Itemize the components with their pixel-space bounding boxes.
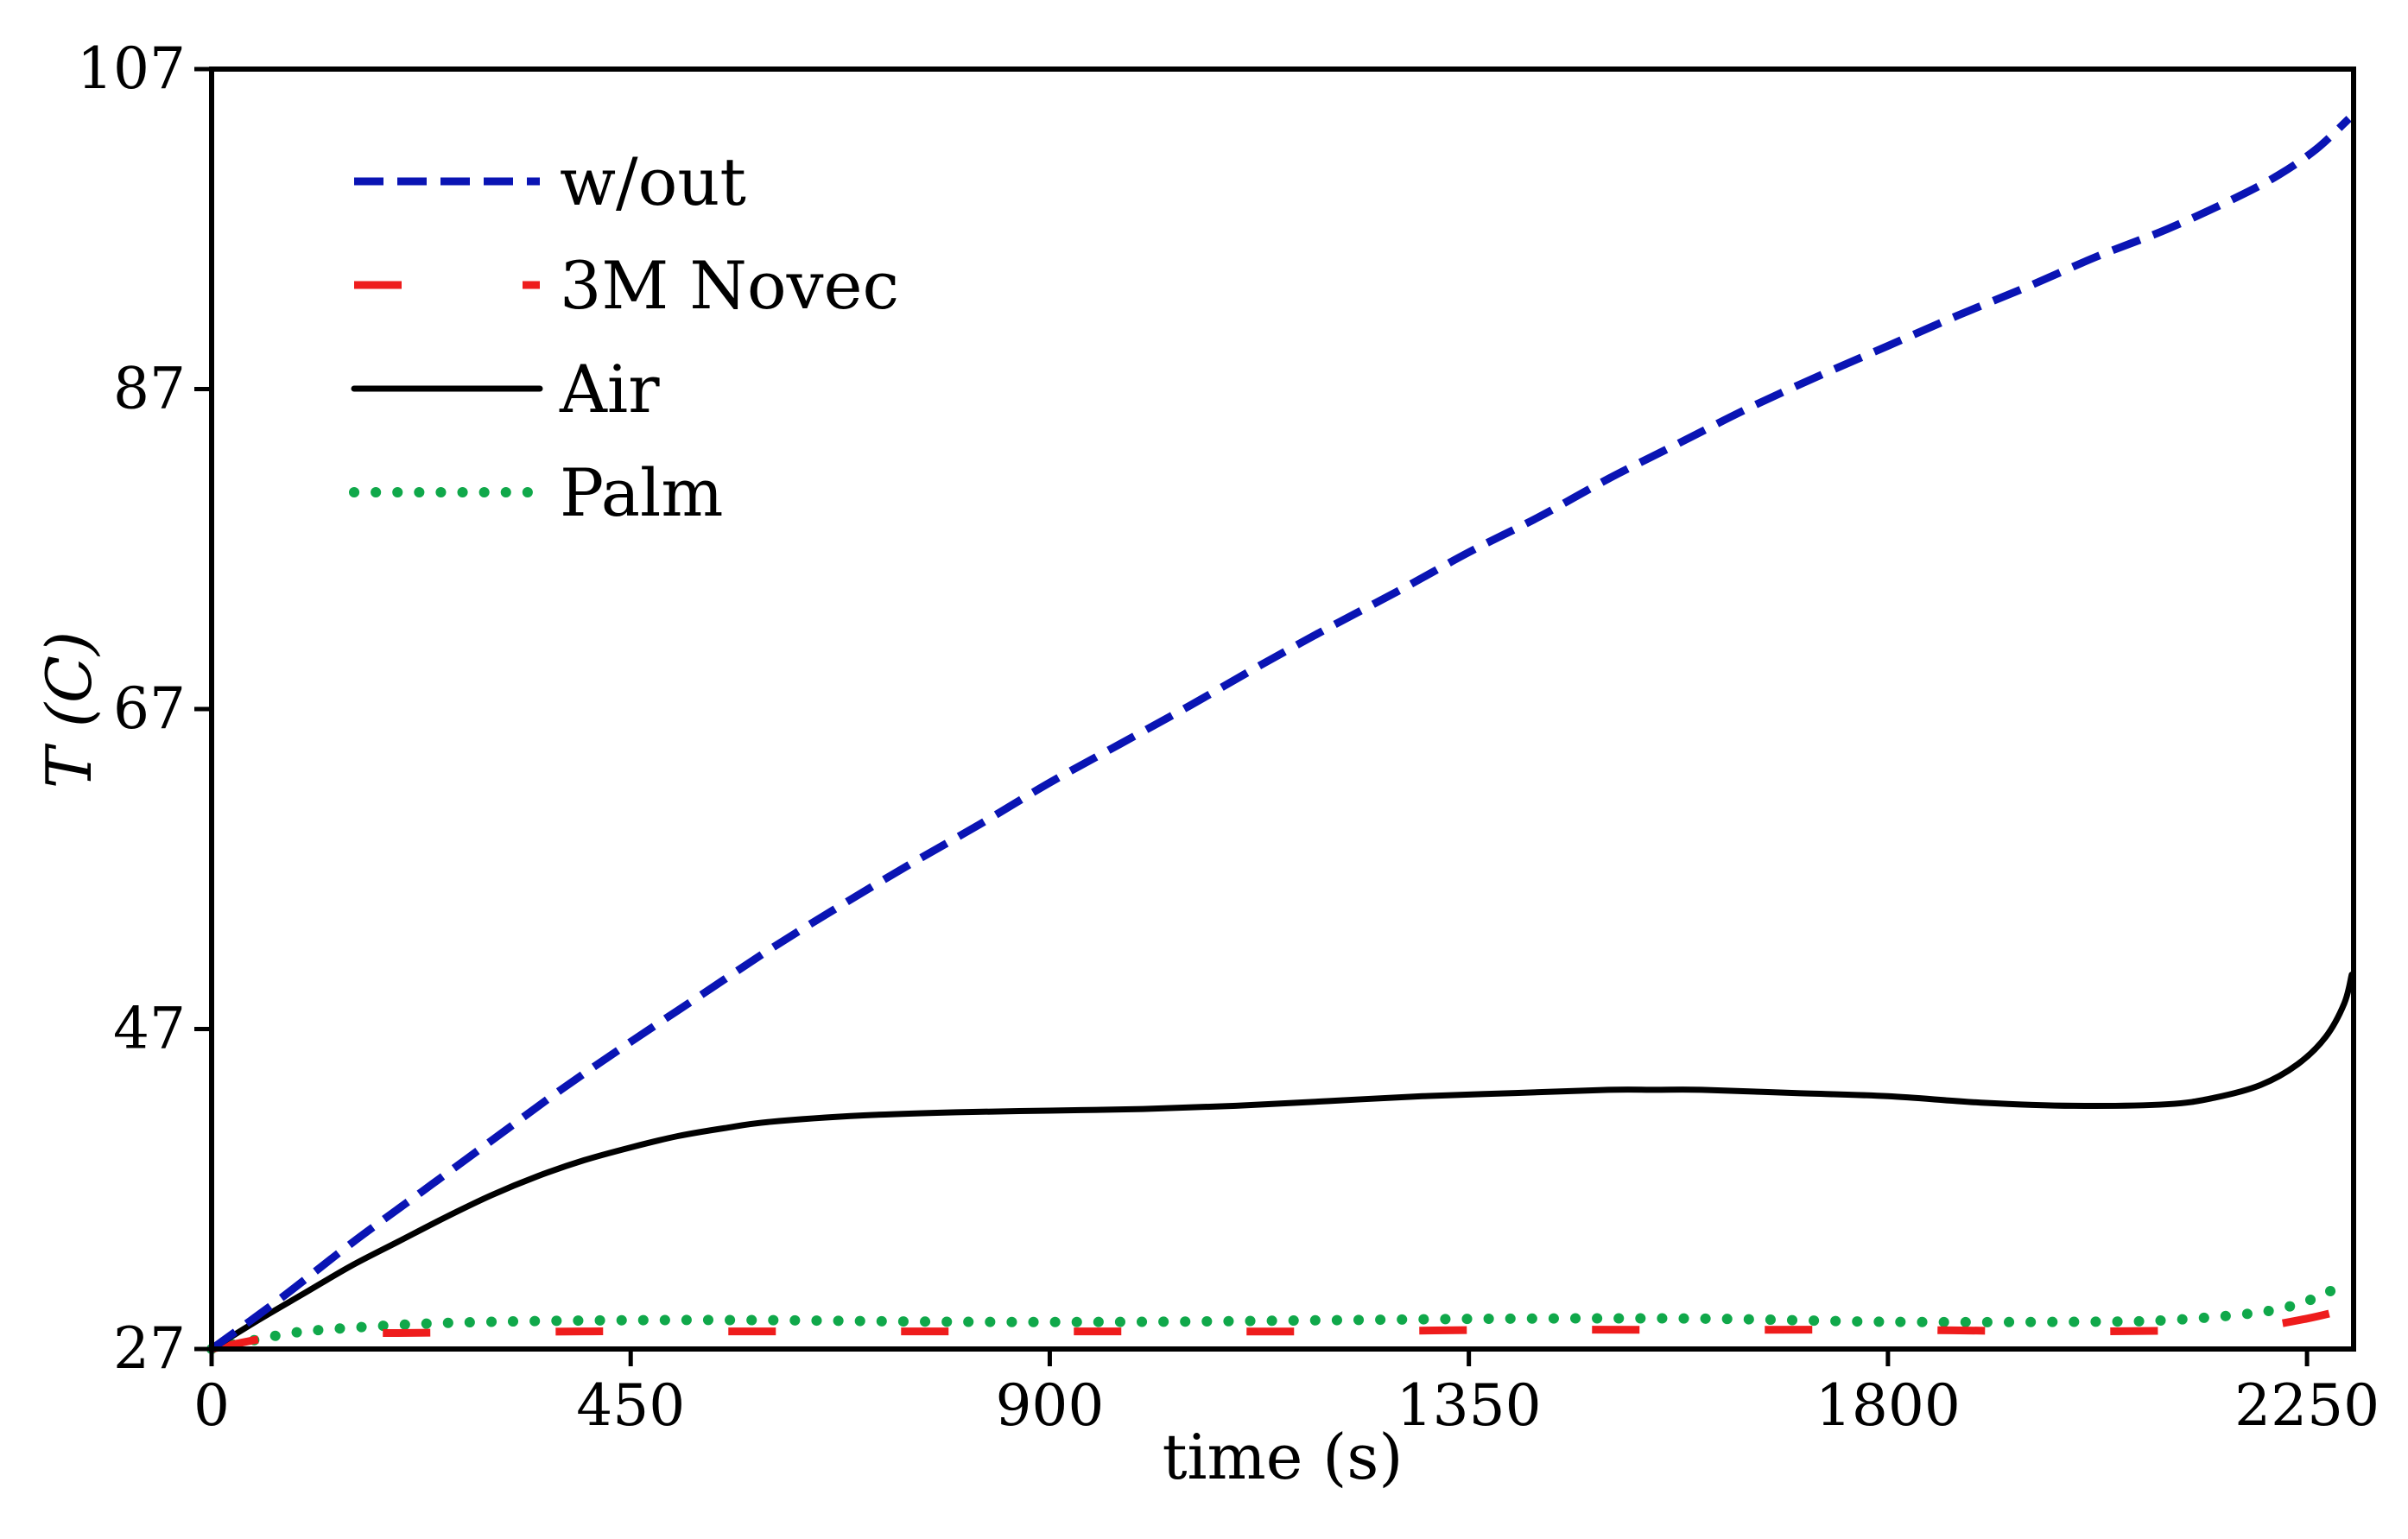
axis-ticks: 27 47 67 87 107 0 450 900 1350 1800 2250: [77, 35, 2379, 1439]
x-tick-label: 0: [193, 1372, 230, 1439]
x-axis-title: time (s): [1163, 1421, 1404, 1493]
legend-label: Palm: [560, 454, 723, 531]
y-tick-label: 47: [113, 996, 186, 1062]
y-tick-label: 67: [113, 675, 186, 742]
x-tick-label: 900: [995, 1372, 1104, 1439]
legend-label: 3M Novec: [560, 247, 899, 324]
series-line-w-out: [209, 116, 2352, 1352]
x-tick-label: 1800: [1816, 1372, 1961, 1439]
y-axis-title: T (C): [33, 631, 105, 788]
y-tick-label: 27: [113, 1315, 186, 1382]
x-tick-label: 1350: [1397, 1372, 1542, 1439]
series-line-palm: [206, 1281, 2345, 1354]
x-tick-label: 2250: [2234, 1372, 2379, 1439]
series-line-3m-novec: [211, 1308, 2336, 1353]
legend-label: w/out: [560, 143, 746, 220]
x-tick-label: 450: [576, 1372, 685, 1439]
legend-label: Air: [559, 351, 660, 428]
y-tick-label: 87: [113, 356, 186, 422]
y-tick-label: 107: [77, 35, 186, 102]
series-layer: [206, 116, 2355, 1354]
series-line-air: [208, 972, 2355, 1352]
legend: w/out 3M Novec Air Palm: [349, 143, 899, 531]
